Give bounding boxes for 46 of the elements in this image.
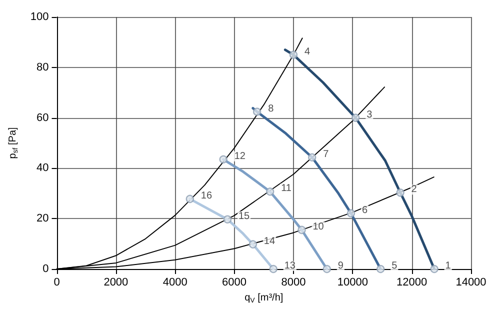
point: [430, 264, 438, 274]
point: [298, 226, 306, 234]
y-tick-label: 20: [36, 212, 49, 225]
x-tick-label: 4000: [162, 276, 188, 288]
annotation: 3: [366, 109, 373, 120]
point: [252, 108, 262, 116]
annotation: 8: [268, 103, 274, 114]
point: [396, 188, 404, 197]
annotation: 14: [264, 236, 276, 247]
x-tick-label: 0: [54, 276, 60, 288]
annotation: 9: [338, 260, 344, 272]
y-tick-label: 100: [30, 11, 49, 23]
annotation: 15: [238, 210, 250, 222]
point: [186, 194, 194, 204]
point: [289, 50, 298, 59]
annotation: 2: [411, 184, 418, 196]
y-tick-label: 40: [36, 162, 49, 174]
point: [352, 114, 360, 122]
x-tick-label: 10000: [337, 276, 368, 288]
x-tick-label: 14000: [456, 276, 486, 288]
point: [322, 264, 331, 274]
annotation: 12: [234, 150, 246, 162]
x-tick-label: 8000: [281, 276, 306, 288]
x-tick-label: 2000: [104, 276, 128, 288]
point: [223, 215, 232, 224]
point: [266, 188, 274, 196]
y-tick-label: 60: [36, 112, 49, 124]
annotation: 6: [362, 204, 368, 216]
y-tick-label: 0: [42, 263, 49, 275]
point: [269, 264, 278, 274]
annotation: 13: [284, 260, 296, 272]
y-tick-label: 80: [36, 61, 49, 74]
point: [376, 264, 385, 274]
annotation: 5: [392, 260, 398, 272]
x-tick-label: 6000: [222, 276, 247, 288]
annotation: 1: [445, 260, 452, 272]
point: [308, 153, 316, 162]
x-tick-label: 12000: [396, 276, 428, 288]
point: [346, 209, 356, 218]
point: [248, 240, 258, 248]
annotation: 11: [281, 183, 292, 194]
annotation: 7: [323, 148, 330, 160]
annotation: 4: [304, 46, 310, 58]
point: [219, 155, 228, 164]
annotation: 10: [312, 221, 324, 232]
annotation: 16: [200, 190, 212, 202]
